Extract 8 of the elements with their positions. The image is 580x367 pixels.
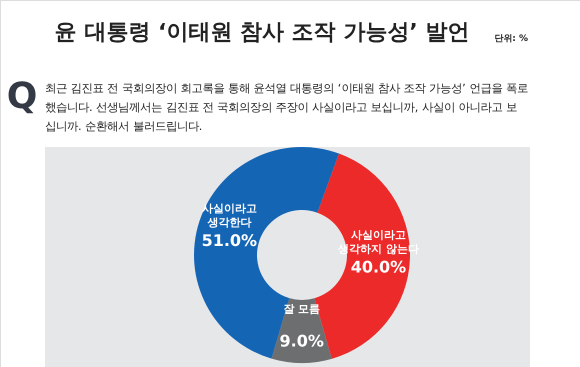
text: 단위: % [494,34,528,44]
chart-title: 윤 대통령 ‘이태원 참사 조작 가능성’ 발언 [54,20,470,45]
data-label: 9.0% [280,332,324,350]
chart-subtitle: 최근 김진표 전 국회의장이 회고록을 통해 윤석열 대통령의 ‘이태원 참사 조작 가능성’ 언급을 폭로 했습니다. 선생님께서는 김진표 전 국회의장의 주장이 사실이라고 보십니까, 사실이 아니라고 보 십니까. 순환해서 불러드립니다. [45,82,528,133]
donut-slice [194,147,339,359]
text: Q [6,76,38,117]
data-label: 51.0% [202,231,258,250]
data-label: 40.0% [350,258,406,277]
